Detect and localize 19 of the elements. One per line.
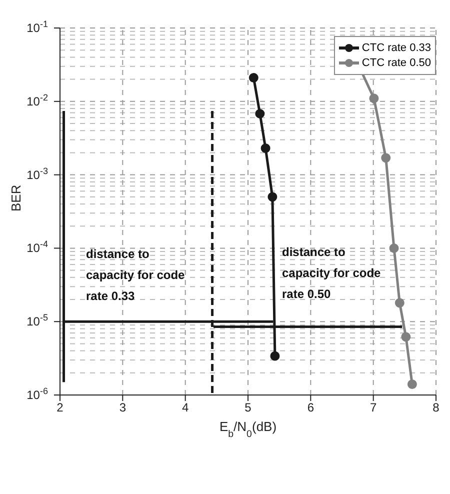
x-tick-label: 3 xyxy=(119,400,126,415)
annotation: distance to capacity for code rate 0.33 xyxy=(86,247,186,303)
legend-label: CTC rate 0.50 xyxy=(362,57,431,69)
y-axis-title: BER xyxy=(8,184,24,212)
x-axis-title: E$_{b}$/N$_{0}$(dB) xyxy=(219,419,277,440)
y-tick-label: 10$^{-2}$ xyxy=(26,92,48,108)
y-tick-label: 10$^{-4}$ xyxy=(26,239,48,256)
y-tick-label: 10$^{-3}$ xyxy=(26,166,48,182)
annotation: distance to capacity for code rate 0.50 xyxy=(282,245,382,301)
x-tick-label: 7 xyxy=(370,400,377,415)
y-tick-label: 10$^{-5}$ xyxy=(26,312,48,329)
y-tick-label: 10$^{-6}$ xyxy=(26,386,48,402)
x-tick-label: 8 xyxy=(432,400,440,415)
x-tick-label: 5 xyxy=(244,400,252,415)
legend-label: CTC rate 0.33 xyxy=(362,42,431,54)
x-tick-label: 6 xyxy=(307,400,314,415)
x-tick-label: 4 xyxy=(182,400,189,415)
x-tick-label: 2 xyxy=(56,400,64,415)
y-tick-label: 10$^{-1}$ xyxy=(26,19,48,35)
